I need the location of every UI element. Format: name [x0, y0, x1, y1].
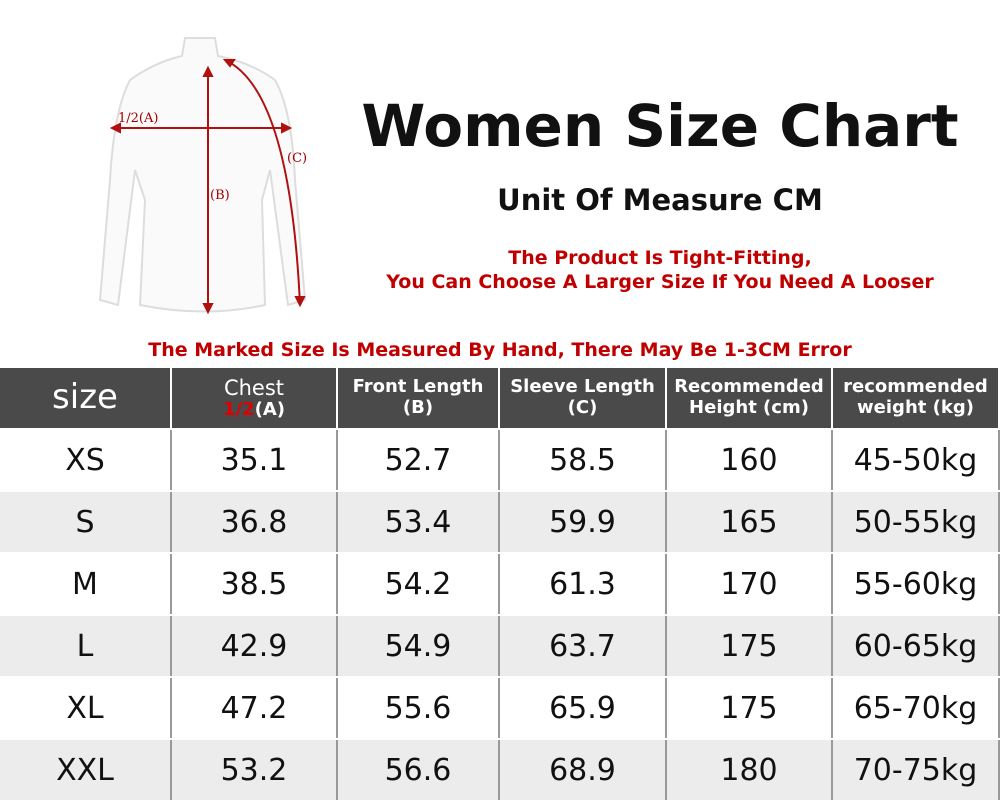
table-cell: 63.7 — [500, 616, 667, 676]
table-cell: 55-60kg — [833, 554, 1000, 614]
shirt-diagram: 1/2(A) (B) (C) — [98, 37, 307, 315]
header-sub-text: Height (cm) — [689, 397, 809, 418]
header-sub-text: weight (kg) — [857, 397, 974, 418]
arrow-c-heads — [222, 59, 306, 308]
table-cell: 160 — [667, 430, 833, 490]
header-sub-text: (B) — [402, 397, 434, 418]
table-cell: 50-55kg — [833, 492, 1000, 552]
table-cell: 175 — [667, 616, 833, 676]
header-title: Front Length — [352, 376, 484, 398]
size-table: size Chest 1/2(A) Front Length (B) Sleeve Len… — [0, 368, 1000, 802]
header-cell: recommended weight (kg) — [833, 368, 1000, 428]
table-cell: 38.5 — [172, 554, 338, 614]
note: You Can Choose A Larger Size If You Need… — [386, 271, 934, 293]
table-cell: XL — [0, 678, 172, 738]
table-cell: 70-75kg — [833, 740, 1000, 800]
table-cell: 55.6 — [338, 678, 500, 738]
table-cell: 60-65kg — [833, 616, 1000, 676]
header-cell: Front Length (B) — [338, 368, 500, 428]
table-cell: 35.1 — [172, 430, 338, 490]
table-cell: 68.9 — [500, 740, 667, 800]
label-a: 1/2(A) — [118, 111, 158, 126]
table-cell: S — [0, 492, 172, 552]
table-cell: 65-70kg — [833, 678, 1000, 738]
shirt-outline — [98, 37, 307, 313]
header-sub: weight (kg) — [857, 397, 974, 419]
table-cell: 56.6 — [338, 740, 500, 800]
table-cell: 180 — [667, 740, 833, 800]
header-cell: Chest 1/2(A) — [172, 368, 338, 428]
arrow-b-heads — [202, 65, 214, 315]
header-sub: (B) — [402, 397, 434, 419]
table-cell: 54.9 — [338, 616, 500, 676]
header-cell: Sleeve Length (C) — [500, 368, 667, 428]
table-cell: XXL — [0, 740, 172, 800]
arrow-c — [224, 59, 301, 306]
header-highlight: 1/2 — [222, 398, 255, 420]
label-c: (C) — [287, 151, 307, 166]
table-row: XXL 53.2 56.6 68.9 180 70-75kg — [0, 740, 1000, 802]
header-sub: (C) — [567, 397, 598, 419]
table-cell: M — [0, 554, 172, 614]
header-cell: size — [0, 368, 172, 428]
table-cell: 52.7 — [338, 430, 500, 490]
table-cell: 47.2 — [172, 678, 338, 738]
table-row: S 36.8 53.4 59.9 165 50-55kg — [0, 492, 1000, 554]
table-cell: 65.9 — [500, 678, 667, 738]
table-cell: 42.9 — [172, 616, 338, 676]
table-cell: 59.9 — [500, 492, 667, 552]
header-sub-text: (C) — [567, 397, 598, 418]
table-cell: 45-50kg — [833, 430, 1000, 490]
table-cell: 58.5 — [500, 430, 667, 490]
arrow-a-heads — [109, 122, 293, 134]
table-cell: 53.4 — [338, 492, 500, 552]
label-b: (B) — [210, 188, 230, 203]
table-cell: 175 — [667, 678, 833, 738]
table-cell: L — [0, 616, 172, 676]
table-cell: 170 — [667, 554, 833, 614]
header-sub: 1/2(A) — [222, 398, 285, 421]
header-sub: Height (cm) — [689, 397, 809, 419]
table-cell: 165 — [667, 492, 833, 552]
header-title: Recommended — [674, 376, 824, 398]
header-cell: Recommended Height (cm) — [667, 368, 833, 428]
note: The Product Is Tight-Fitting, — [508, 247, 812, 269]
table-row: L 42.9 54.9 63.7 175 60-65kg — [0, 616, 1000, 678]
table-row: M 38.5 54.2 61.3 170 55-60kg — [0, 554, 1000, 616]
header-title: Sleeve Length — [510, 376, 655, 398]
table-cell: 61.3 — [500, 554, 667, 614]
header-title: Chest — [223, 375, 285, 400]
header-sub-text: (A) — [254, 398, 285, 420]
table-cell: XS — [0, 430, 172, 490]
header-row: size Chest 1/2(A) Front Length (B) Sleeve Len… — [0, 368, 1000, 430]
table-row: XL 47.2 55.6 65.9 175 65-70kg — [0, 678, 1000, 740]
table-cell: 53.2 — [172, 740, 338, 800]
table-row: XS 35.1 52.7 58.5 160 45-50kg — [0, 430, 1000, 492]
header-title: recommended — [843, 376, 988, 398]
table-cell: 36.8 — [172, 492, 338, 552]
header-title: size — [52, 377, 118, 418]
title: Women Size Chart — [361, 92, 959, 160]
subtitle: Unit Of Measure CM — [497, 183, 823, 217]
error-note: The Marked Size Is Measured By Hand, The… — [148, 339, 852, 361]
table-cell: 54.2 — [338, 554, 500, 614]
